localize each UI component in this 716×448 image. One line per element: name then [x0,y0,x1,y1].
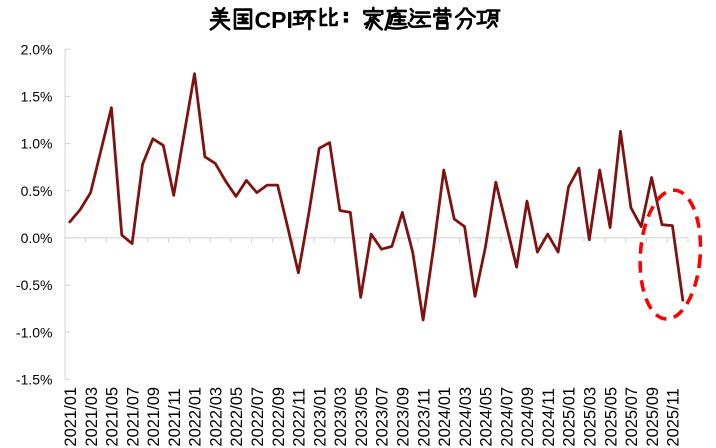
svg-text:2022/05: 2022/05 [228,387,246,447]
svg-text:2025/07: 2025/07 [623,387,641,447]
svg-text:1.5%: 1.5% [21,89,53,105]
svg-text:2025/01: 2025/01 [561,387,579,447]
svg-text:-0.5%: -0.5% [16,277,53,293]
svg-text:2021/01: 2021/01 [62,387,80,447]
svg-text:2025/03: 2025/03 [582,387,600,447]
svg-text:-1.0%: -1.0% [16,324,53,340]
svg-text:2023/09: 2023/09 [395,387,413,447]
svg-text:2024/01: 2024/01 [436,387,454,447]
svg-text:2024/11: 2024/11 [540,388,558,446]
svg-text:2024/07: 2024/07 [498,387,516,447]
svg-text:2023/05: 2023/05 [353,387,371,447]
svg-text:2021/11: 2021/11 [166,388,184,446]
svg-text:2023/11: 2023/11 [415,388,433,446]
svg-text:2022/03: 2022/03 [208,387,226,447]
svg-text:2022/01: 2022/01 [187,387,205,447]
svg-text:2023/07: 2023/07 [374,387,392,447]
svg-text:2023/03: 2023/03 [332,387,350,447]
svg-text:2025/11: 2025/11 [665,388,683,446]
svg-text:1.0%: 1.0% [21,136,53,152]
svg-text:2021/09: 2021/09 [145,387,163,447]
svg-text:CPI: CPI [255,7,293,33]
svg-text:2022/09: 2022/09 [270,387,288,447]
svg-text:0.5%: 0.5% [21,183,53,199]
svg-text:2022/07: 2022/07 [249,387,267,447]
svg-text:2024/09: 2024/09 [519,387,537,447]
svg-text:2021/05: 2021/05 [104,387,122,447]
svg-text:2021/03: 2021/03 [83,387,101,447]
svg-text:2.0%: 2.0% [21,41,53,57]
svg-text:-1.5%: -1.5% [16,372,53,388]
svg-text:2021/07: 2021/07 [124,387,142,447]
svg-text:2022/11: 2022/11 [291,388,309,446]
svg-text:0.0%: 0.0% [21,230,53,246]
svg-text:2025/05: 2025/05 [602,387,620,447]
svg-text:2024/03: 2024/03 [457,387,475,447]
svg-text:2024/05: 2024/05 [478,387,496,447]
svg-text:2023/01: 2023/01 [311,387,329,447]
svg-text:2025/09: 2025/09 [644,387,662,447]
